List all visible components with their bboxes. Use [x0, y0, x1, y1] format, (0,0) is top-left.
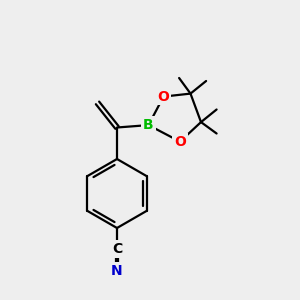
Text: B: B — [143, 118, 154, 132]
Text: N: N — [111, 264, 123, 278]
Text: C: C — [112, 242, 122, 256]
Text: O: O — [158, 90, 169, 104]
Text: O: O — [174, 135, 186, 148]
